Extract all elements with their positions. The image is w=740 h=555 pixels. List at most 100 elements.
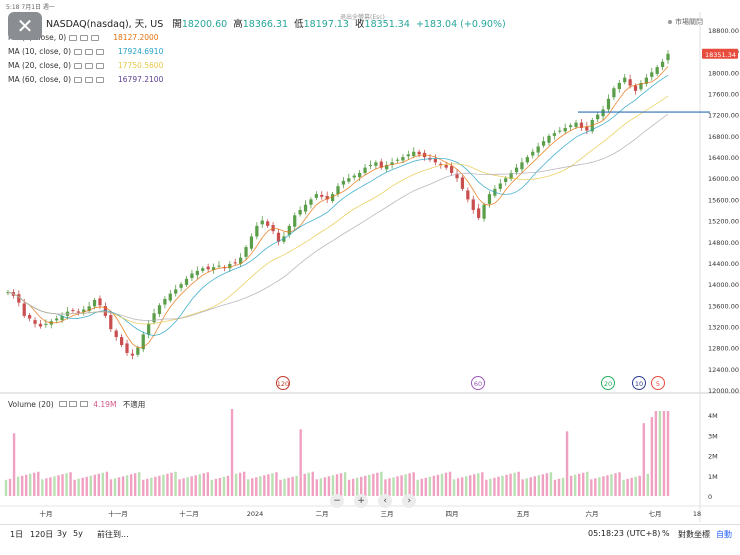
delete-icon[interactable] <box>79 401 88 407</box>
volume-bar <box>255 477 258 496</box>
price-tick-label: 18800.00 <box>708 27 739 35</box>
ma-legend-10[interactable]: MA (10, close, 0) 17924.6910 <box>8 47 163 56</box>
volume-bar <box>444 472 448 496</box>
range-5y[interactable]: 5y <box>73 529 83 538</box>
delete-icon[interactable] <box>96 49 105 55</box>
price-tick-label: 17200.00 <box>708 112 739 120</box>
candle-body <box>477 208 481 218</box>
settings-icon[interactable] <box>80 35 89 41</box>
candle-body <box>487 194 492 204</box>
candle-body <box>82 309 86 312</box>
market-status-label: 市場關閉 <box>675 18 703 26</box>
range-1d[interactable]: 1日 <box>10 530 24 539</box>
settings-icon[interactable] <box>85 77 94 83</box>
price-tick-label: 13600.00 <box>708 302 739 310</box>
volume-bar <box>355 477 359 496</box>
candle-body <box>266 221 270 226</box>
delete-icon[interactable] <box>96 63 105 69</box>
scroll-back-button[interactable]: ‹ <box>378 494 393 508</box>
price-tick-label: 14000.00 <box>708 281 739 289</box>
volume-bar <box>218 477 222 496</box>
range-3y[interactable]: 3y <box>57 529 67 538</box>
candle-body <box>352 175 356 178</box>
candle-body <box>130 353 135 356</box>
candle-body <box>466 190 470 200</box>
candle-body <box>244 247 248 257</box>
visibility-icon[interactable] <box>59 401 68 407</box>
volume-bar <box>642 423 645 496</box>
volume-bar <box>41 479 44 496</box>
volume-bar <box>416 479 419 496</box>
range-120d[interactable]: 120日 <box>30 530 54 539</box>
candle-body <box>163 298 167 305</box>
price-tick-label: 18000.00 <box>708 69 739 77</box>
ma-legend-60[interactable]: MA (60, close, 0) 16797.2100 <box>8 75 163 84</box>
zoom-in-button[interactable]: + <box>354 494 369 508</box>
volume-bar <box>654 411 658 496</box>
visibility-icon[interactable] <box>69 35 78 41</box>
candle-body <box>298 210 302 215</box>
volume-bar <box>73 479 76 496</box>
delete-icon[interactable] <box>91 35 100 41</box>
volume-bar <box>610 474 613 496</box>
volume-bar <box>573 474 577 496</box>
volume-bar <box>481 472 484 496</box>
settings-icon[interactable] <box>69 401 78 407</box>
candle-body <box>498 183 502 189</box>
exit-fullscreen-hint[interactable]: 退出全螢幕(Esc) <box>340 14 385 21</box>
volume-bar <box>666 411 670 496</box>
volume-bar <box>448 471 452 496</box>
zoom-out-button[interactable]: − <box>330 494 344 508</box>
volume-bar <box>8 478 12 496</box>
volume-bar <box>210 479 214 496</box>
log-toggle[interactable]: 對數坐標 <box>678 530 710 539</box>
settings-icon[interactable] <box>85 63 94 69</box>
symbol-name[interactable]: NASDAQ(nasdaq), 天, US <box>46 19 164 30</box>
volume-bar <box>105 471 109 496</box>
volume-bar <box>582 472 585 496</box>
candle-body <box>390 162 394 165</box>
volume-bar <box>319 478 323 496</box>
ma-legend-20[interactable]: MA (20, close, 0) 17750.5600 <box>8 61 163 70</box>
candle-body <box>98 298 102 306</box>
visibility-icon[interactable] <box>74 77 83 83</box>
bottom-toolbar: 1日 120日 3y 5y 前往到... 05:18:23 (UTC+8) % … <box>0 524 740 542</box>
volume-bar <box>343 472 347 496</box>
volume-legend[interactable]: Volume (20) 4.19M 不適用 <box>8 399 145 410</box>
candle-body <box>639 82 643 90</box>
visibility-icon[interactable] <box>74 63 83 69</box>
close-button[interactable]: ✕ <box>8 12 42 40</box>
visibility-icon[interactable] <box>74 49 83 55</box>
candle-body <box>76 311 80 313</box>
scroll-forward-button[interactable]: › <box>402 494 417 508</box>
volume-bar <box>505 474 508 496</box>
volume-bar <box>166 473 169 496</box>
volume-bar <box>553 479 557 496</box>
candle-body <box>633 85 638 91</box>
auto-toggle[interactable]: 自動 <box>716 530 732 539</box>
percent-toggle[interactable]: % <box>662 529 670 538</box>
price-tick-label: 16400.00 <box>708 154 739 162</box>
status-time: 5:18 7月1日 週一 <box>6 4 55 11</box>
candle-body <box>195 270 199 276</box>
candle-body <box>190 273 194 279</box>
candle-body <box>644 77 648 84</box>
volume-bar <box>33 472 36 496</box>
volume-bar <box>146 478 149 496</box>
volume-bar <box>456 478 460 496</box>
delete-icon[interactable] <box>96 77 105 83</box>
volume-bar <box>93 474 97 496</box>
candle-body <box>309 199 313 205</box>
period-marker <box>632 376 646 390</box>
volume-bar <box>117 477 121 496</box>
candle-body <box>460 177 465 189</box>
volume-bar <box>618 472 621 496</box>
volume-bar <box>214 478 218 496</box>
volume-bar <box>557 478 561 496</box>
goto-button[interactable]: 前往到... <box>97 530 129 539</box>
volume-bar <box>541 474 545 496</box>
volume-bar <box>65 473 68 496</box>
settings-icon[interactable] <box>85 49 94 55</box>
